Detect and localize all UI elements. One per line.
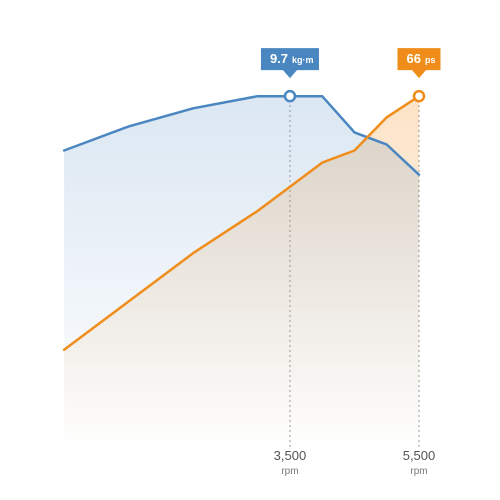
x-tick-unit: rpm bbox=[281, 466, 298, 477]
torque-area bbox=[64, 96, 419, 448]
power-callout-text: 66 ps bbox=[407, 51, 436, 66]
x-tick-unit: rpm bbox=[410, 466, 427, 477]
torque-callout-unit: kg·m bbox=[292, 55, 314, 65]
area-fill-layer bbox=[64, 96, 419, 448]
x-tick-label: 5,500 bbox=[403, 448, 436, 463]
torque-peak-marker bbox=[283, 89, 297, 103]
power-line bbox=[62, 94, 421, 351]
power-callout: 66 ps bbox=[397, 48, 441, 79]
torque-callout-value: 9.7 bbox=[270, 51, 288, 66]
power-callout-unit: ps bbox=[425, 55, 436, 65]
power-peak-marker bbox=[412, 89, 426, 103]
torque-callout-text: 9.7 kg·m bbox=[270, 51, 314, 66]
x-axis-tick-labels: 3,500 rpm 5,500 rpm bbox=[274, 448, 436, 477]
torque-callout: 9.7 kg·m bbox=[260, 48, 319, 79]
x-tick-label: 3,500 bbox=[274, 448, 307, 463]
callout-layer: 9.7 kg·m 66 ps bbox=[260, 48, 441, 103]
torque-callout-flag bbox=[260, 48, 319, 79]
power-callout-value: 66 bbox=[407, 51, 421, 66]
power-callout-flag bbox=[397, 48, 441, 79]
